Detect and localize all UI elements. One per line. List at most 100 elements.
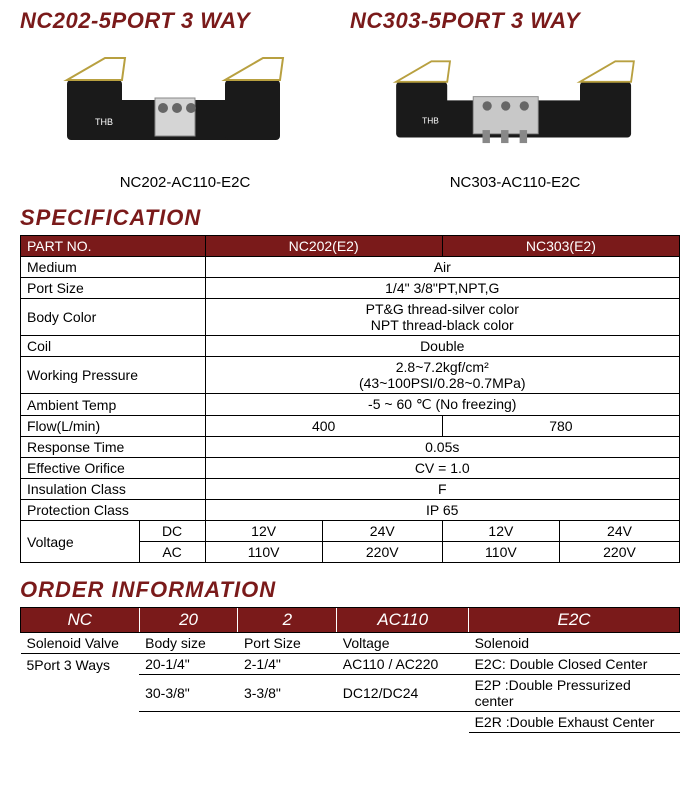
os-c3: Port Size: [238, 633, 337, 654]
oh-c4: AC110: [337, 608, 469, 633]
table-row: Working Pressure 2.8~7.2kgf/cm² (43~100P…: [21, 357, 680, 394]
spec-header-col1: NC202(E2): [205, 236, 442, 257]
table-row: Body Color PT&G thread-silver color NPT …: [21, 299, 680, 336]
product-left-image: THB: [20, 40, 350, 170]
table-row: Response Time 0.05s: [21, 437, 680, 458]
ac1: 110V: [205, 542, 322, 563]
or1-c4: AC110 / AC220: [337, 654, 469, 675]
or1-c2: 20-1/4": [139, 654, 238, 675]
or2-c4: DC12/DC24: [337, 675, 469, 712]
or2-c3: 3-3/8": [238, 675, 337, 712]
row-label: Effective Orifice: [21, 458, 206, 479]
or2-c1: [21, 675, 140, 712]
table-row: Port Size 1/4" 3/8"PT,NPT,G: [21, 278, 680, 299]
or1-c5: E2C: Double Closed Center: [469, 654, 680, 675]
wp-line1: 2.8~7.2kgf/cm²: [396, 359, 489, 375]
product-right: NC303-5PORT 3 WAY THB: [350, 8, 680, 191]
product-left-caption: NC202-AC110-E2C: [20, 174, 350, 191]
ac-label: AC: [139, 542, 205, 563]
oh-c2: 20: [139, 608, 238, 633]
os-c4: Voltage: [337, 633, 469, 654]
ac3: 110V: [442, 542, 559, 563]
row-label: Insulation Class: [21, 479, 206, 500]
or2-c5: E2P :Double Pressurized center: [469, 675, 680, 712]
row-label: Protection Class: [21, 500, 206, 521]
or1-c3: 2-1/4": [238, 654, 337, 675]
spec-heading: SPECIFICATION: [20, 205, 680, 231]
row-value: Air: [205, 257, 680, 278]
row-value: 2.8~7.2kgf/cm² (43~100PSI/0.28~0.7MPa): [205, 357, 680, 394]
spec-table: PART NO. NC202(E2) NC303(E2) Medium Air …: [20, 235, 680, 563]
order-table: NC 20 2 AC110 E2C Solenoid Valve Body si…: [20, 607, 680, 733]
table-row: Coil Double: [21, 336, 680, 357]
empty-cell: [21, 712, 140, 733]
row-label: Port Size: [21, 278, 206, 299]
table-row: Medium Air: [21, 257, 680, 278]
product-right-image: THB: [350, 40, 680, 170]
table-row: Voltage DC 12V 24V 12V 24V: [21, 521, 680, 542]
row-label: Ambient Temp: [21, 394, 206, 416]
valve-illustration-icon: THB: [55, 50, 315, 160]
row-value: PT&G thread-silver color NPT thread-blac…: [205, 299, 680, 336]
body-color-line1: PT&G thread-silver color: [366, 301, 519, 317]
row-label: Flow(L/min): [21, 416, 206, 437]
order-sub-row: Solenoid Valve Body size Port Size Volta…: [21, 633, 680, 654]
table-row: Ambient Temp -5 ~ 60 ℃ (No freezing): [21, 394, 680, 416]
product-right-title: NC303-5PORT 3 WAY: [350, 8, 680, 34]
dc1: 12V: [205, 521, 322, 542]
order-heading: ORDER INFORMATION: [20, 577, 680, 603]
row-value: F: [205, 479, 680, 500]
os-c5: Solenoid: [469, 633, 680, 654]
empty-cell: [238, 712, 337, 733]
svg-text:THB: THB: [95, 117, 113, 127]
row-value: 0.05s: [205, 437, 680, 458]
table-row: Insulation Class F: [21, 479, 680, 500]
table-row: Flow(L/min) 400 780: [21, 416, 680, 437]
or2-c2: 30-3/8": [139, 675, 238, 712]
row-label: Response Time: [21, 437, 206, 458]
flow-v1: 400: [205, 416, 442, 437]
product-left: NC202-5PORT 3 WAY THB NC202-AC110-E2C: [20, 8, 350, 191]
valve-illustration-icon: THB: [385, 50, 645, 160]
os-c1: Solenoid Valve: [21, 633, 140, 654]
oh-c3: 2: [238, 608, 337, 633]
row-value: IP 65: [205, 500, 680, 521]
dc2: 24V: [322, 521, 442, 542]
empty-cell: [139, 712, 238, 733]
svg-text:THB: THB: [422, 116, 439, 126]
spec-header-partno: PART NO.: [21, 236, 206, 257]
ac4: 220V: [560, 542, 680, 563]
row-value: -5 ~ 60 ℃ (No freezing): [205, 394, 680, 416]
row-label: Body Color: [21, 299, 206, 336]
or3-c5: E2R :Double Exhaust Center: [469, 712, 680, 733]
product-left-title: NC202-5PORT 3 WAY: [20, 8, 350, 34]
oh-c1: NC: [21, 608, 140, 633]
row-label: Working Pressure: [21, 357, 206, 394]
row-label: Coil: [21, 336, 206, 357]
row-value: 1/4" 3/8"PT,NPT,G: [205, 278, 680, 299]
wp-line2: (43~100PSI/0.28~0.7MPa): [359, 375, 526, 391]
spec-header-row: PART NO. NC202(E2) NC303(E2): [21, 236, 680, 257]
order-row: 30-3/8" 3-3/8" DC12/DC24 E2P :Double Pre…: [21, 675, 680, 712]
order-row: E2R :Double Exhaust Center: [21, 712, 680, 733]
product-row: NC202-5PORT 3 WAY THB NC202-AC110-E2C: [20, 8, 680, 191]
ac2: 220V: [322, 542, 442, 563]
product-right-caption: NC303-AC110-E2C: [350, 174, 680, 191]
page-wrap: NC202-5PORT 3 WAY THB NC202-AC110-E2C: [0, 0, 700, 753]
table-row: Protection Class IP 65: [21, 500, 680, 521]
table-row: Effective Orifice CV = 1.0: [21, 458, 680, 479]
row-value: Double: [205, 336, 680, 357]
dc3: 12V: [442, 521, 559, 542]
row-label: Medium: [21, 257, 206, 278]
body-color-line2: NPT thread-black color: [371, 317, 514, 333]
flow-v2: 780: [442, 416, 679, 437]
empty-cell: [337, 712, 469, 733]
order-row: 5Port 3 Ways 20-1/4" 2-1/4" AC110 / AC22…: [21, 654, 680, 675]
row-label: Voltage: [21, 521, 140, 563]
spec-header-col2: NC303(E2): [442, 236, 679, 257]
oh-c5: E2C: [469, 608, 680, 633]
dc4: 24V: [560, 521, 680, 542]
os-c2: Body size: [139, 633, 238, 654]
row-value: CV = 1.0: [205, 458, 680, 479]
or1-c1: 5Port 3 Ways: [21, 654, 140, 675]
